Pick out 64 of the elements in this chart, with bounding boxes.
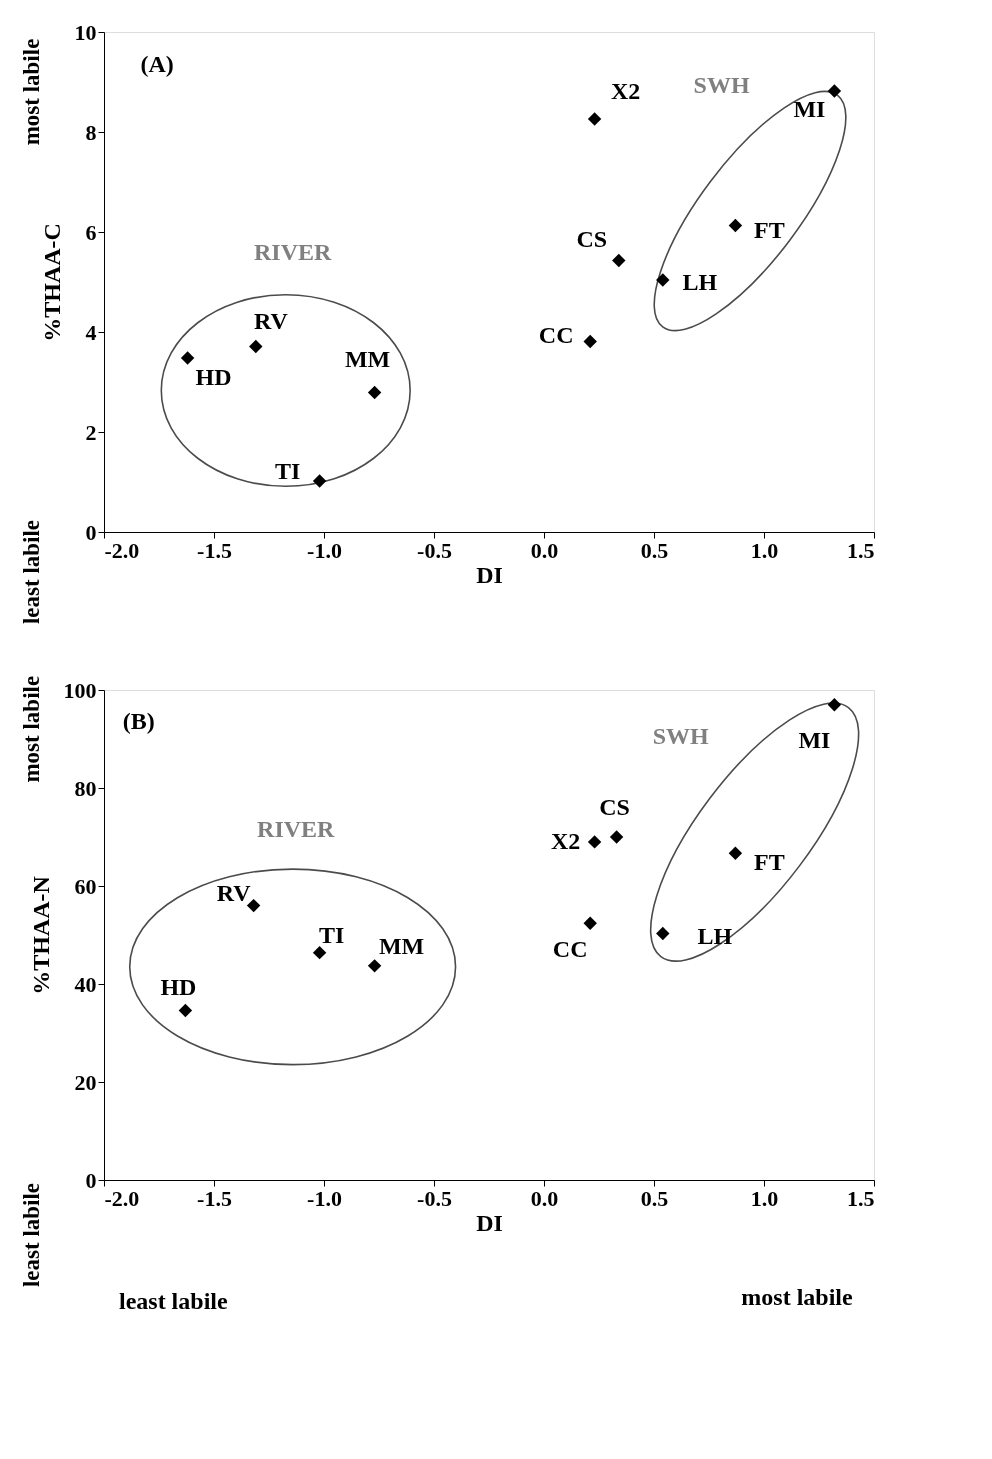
annotation: LH	[682, 269, 718, 295]
annotation: TI	[274, 458, 301, 484]
annotation: CS	[599, 794, 630, 820]
text: most labile	[19, 38, 44, 146]
x-tick-label: 0.5	[640, 537, 669, 563]
annotation: RV	[253, 307, 289, 334]
x-axis-title: DI	[476, 1209, 503, 1236]
x-tick-label: -1.5	[197, 537, 232, 563]
x-tick-label: 1.0	[750, 1185, 779, 1211]
x-tick-label: -1.0	[307, 1185, 342, 1211]
x-tick-label: -0.5	[417, 1185, 452, 1211]
x-tick-label: -1.0	[307, 537, 342, 563]
annotation: RV	[216, 879, 252, 906]
y-axis-title: %THAA-N	[27, 875, 54, 995]
y-tick-label: 8	[85, 119, 97, 145]
annotation: (A)	[140, 51, 174, 77]
text: most labile	[19, 675, 44, 783]
annotation: CS	[576, 225, 608, 252]
x-tick-label: 0.5	[640, 1185, 669, 1211]
annotation: CC	[552, 936, 588, 963]
annotation: HD	[195, 364, 232, 390]
y-tick-label: 100	[63, 677, 97, 703]
y-tick-label: 10	[74, 19, 97, 45]
y-tick-label: 0	[85, 1167, 97, 1193]
x-tick-label: -2.0	[104, 1185, 140, 1211]
annotation: MI	[798, 726, 831, 753]
annotation: SWH	[652, 722, 710, 749]
y-tick-label: 40	[74, 971, 97, 997]
x-tick-label: 1.5	[847, 1185, 875, 1211]
text: most labile	[741, 1284, 854, 1310]
annotation: FT	[754, 849, 785, 876]
x-tick-label: -0.5	[417, 537, 452, 563]
x-tick-label: 1.0	[750, 537, 779, 563]
y-axis-title: %THAA-C	[38, 223, 65, 342]
text: least labile	[118, 1288, 228, 1314]
annotation: (B)	[122, 708, 155, 735]
y-tick-label: 4	[85, 319, 97, 345]
annotation: LH	[697, 922, 733, 949]
annotation: TI	[318, 921, 345, 948]
annotation: MM	[344, 345, 391, 372]
y-tick-label: 60	[74, 873, 97, 899]
annotation: RIVER	[257, 816, 336, 843]
y-tick-label: 0	[85, 519, 97, 545]
annotation: CC	[538, 321, 574, 348]
x-tick-label: -1.5	[197, 1185, 232, 1211]
x-tick-label: 0.0	[530, 537, 559, 563]
text: least labile	[19, 519, 44, 625]
annotation: FT	[754, 216, 785, 243]
annotation: RIVER	[253, 238, 332, 265]
text: least labile	[19, 1182, 44, 1288]
x-tick-label: 1.5	[847, 537, 875, 563]
y-tick-label: 20	[74, 1069, 97, 1095]
annotation: SWH	[693, 72, 750, 98]
y-tick-label: 80	[74, 775, 97, 801]
annotation: X2	[550, 827, 581, 854]
annotation: MI	[793, 96, 826, 122]
x-tick-label: -2.0	[104, 537, 140, 563]
annotation: X2	[610, 78, 641, 104]
y-tick-label: 6	[85, 219, 97, 245]
annotation: HD	[160, 974, 197, 1001]
annotation: MM	[378, 932, 425, 959]
x-axis-title: DI	[476, 561, 503, 588]
x-tick-label: 0.0	[530, 1185, 559, 1211]
y-tick-label: 2	[85, 419, 97, 445]
